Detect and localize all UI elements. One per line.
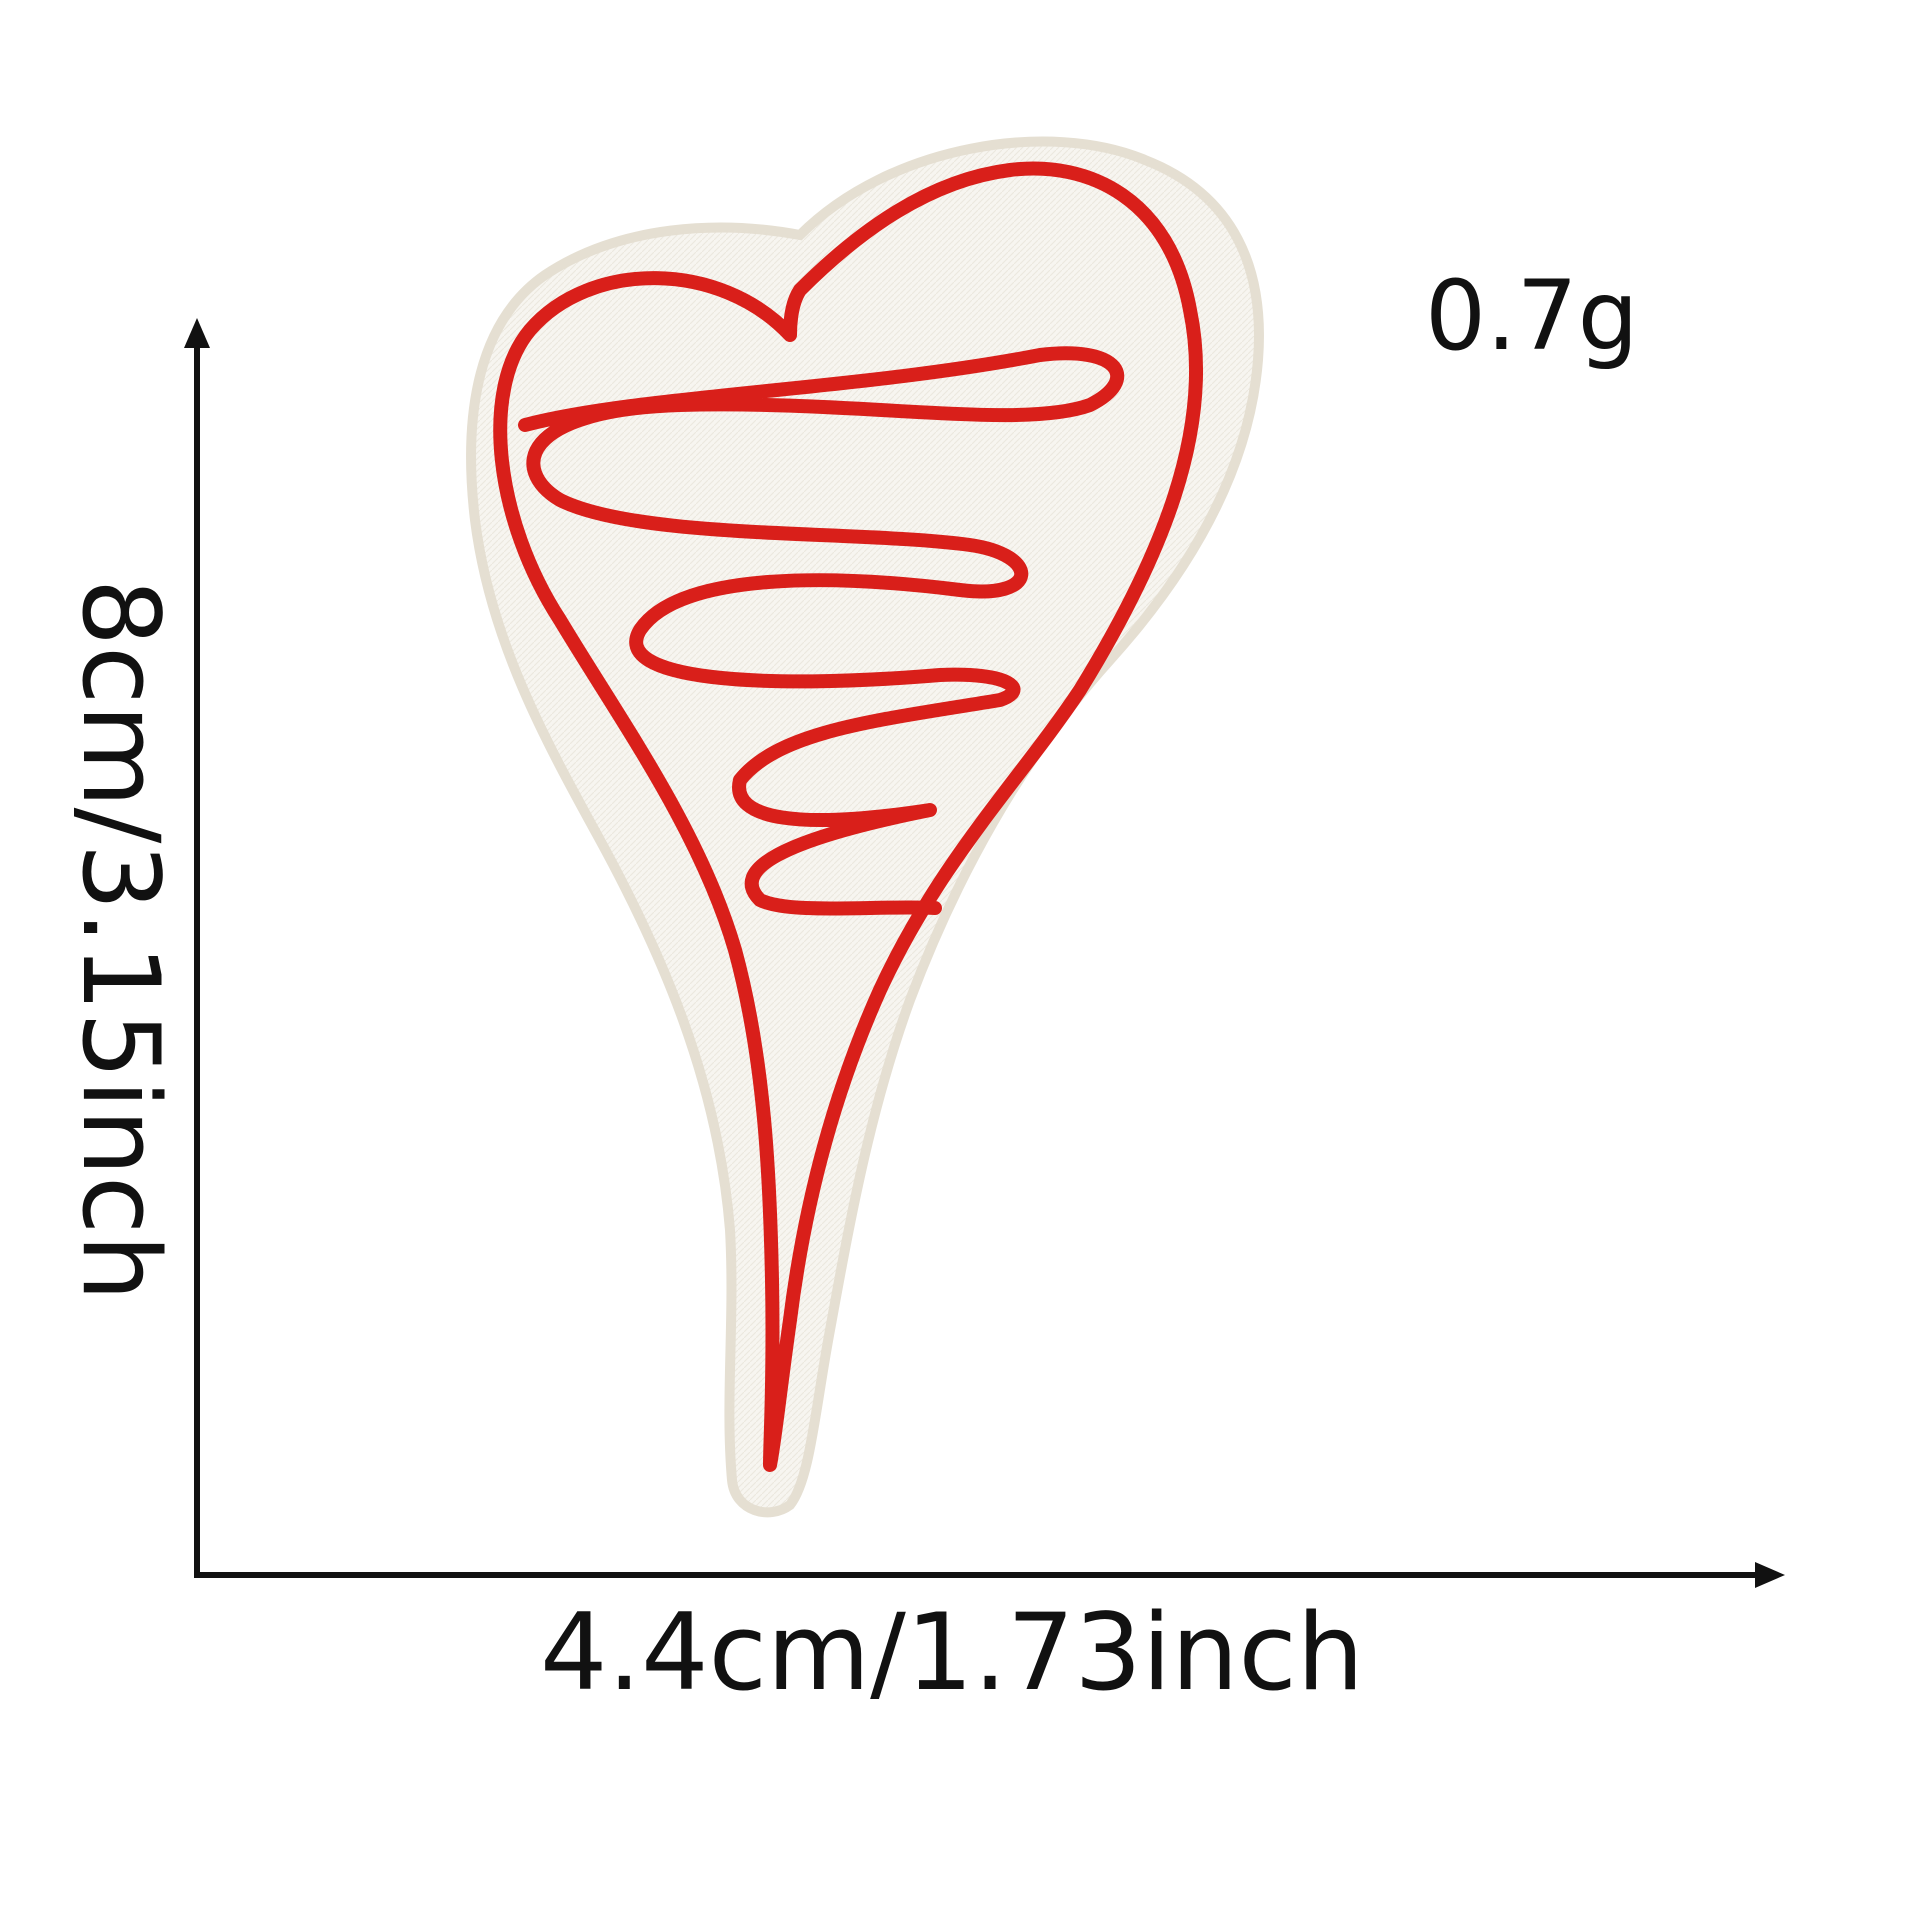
arrow-right-icon [1755,1562,1785,1588]
zigzag-stitch [518,346,1125,916]
weight-label: 0.7g [1425,260,1639,372]
heart-outline-stitch [493,161,1203,1472]
width-dimension-label: 4.4cm/1.73inch [540,1591,1364,1714]
height-dimension-label: 8cm/3.15inch [59,578,182,1302]
arrow-up-icon [184,318,210,348]
